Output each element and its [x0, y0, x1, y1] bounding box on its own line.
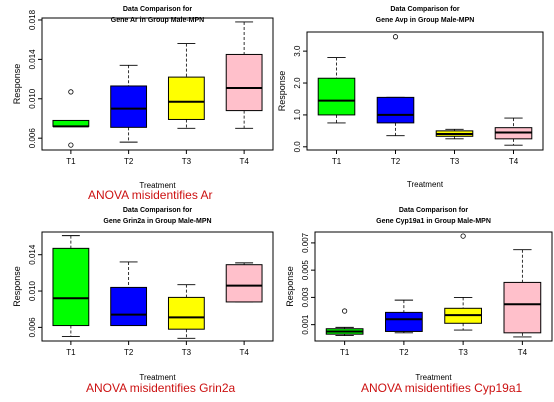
chart-svg-grin2a: Data Comparison for Gene Grin2a in Group … — [12, 207, 274, 382]
plot-frame — [41, 231, 274, 342]
y-tick-label: 1.0 — [293, 109, 302, 121]
y-tick-label: 0.018 — [28, 9, 37, 30]
outlier-point — [342, 308, 348, 314]
chart-panel-cyp19a1: Data Comparison for Gene Cyp19a1 in Group… — [277, 201, 554, 402]
outlier-point — [68, 89, 74, 95]
outlier-point — [68, 142, 74, 148]
x-axis-label: Treatment — [139, 181, 176, 190]
chart-panel-ar: Data Comparison for Gene Ar in Group Male… — [0, 0, 277, 202]
box-t3 — [167, 296, 205, 330]
x-tick-label: T4 — [509, 157, 519, 166]
x-tick-label: T4 — [518, 348, 528, 357]
x-tick-label: T1 — [66, 157, 76, 166]
y-tick-label: 0.014 — [28, 244, 37, 265]
y-tick-label: 0.005 — [301, 260, 310, 281]
chart-svg-cyp19a1: Data Comparison for Gene Cyp19a1 in Group… — [285, 207, 553, 382]
chart-caption-grin2a: ANOVA misidentifies Grin2a — [86, 381, 236, 395]
y-tick-label: 0.007 — [301, 232, 310, 253]
box-t1 — [317, 77, 356, 116]
chart-subtitle: Gene Ar in Group Male-MPN — [111, 17, 204, 24]
y-axis-label: Response — [285, 266, 295, 307]
chart-svg-avp: Data Comparison for Gene Avp in Group Mal… — [277, 6, 544, 189]
x-tick-label: T3 — [458, 348, 468, 357]
y-tick-label: 0.010 — [28, 88, 37, 109]
chart-title: Data Comparison for — [123, 6, 193, 13]
box-t2 — [110, 85, 148, 128]
x-axis-label: Treatment — [139, 373, 176, 382]
chart-svg-ar: Data Comparison for Gene Ar in Group Male… — [12, 6, 274, 190]
chart-caption-cyp19a1: ANOVA misidentifies Cyp19a1 — [361, 381, 523, 395]
outlier-point — [460, 233, 466, 239]
chart-panel-grin2a: Data Comparison for Gene Grin2a in Group … — [0, 201, 277, 402]
y-tick-label: 3.0 — [293, 45, 302, 57]
chart-caption-ar: ANOVA misidentifies Ar — [88, 188, 213, 202]
outlier-point — [392, 34, 399, 40]
x-tick-label: T1 — [332, 157, 342, 166]
x-tick-label: T2 — [399, 348, 409, 357]
y-axis-label: Response — [12, 266, 22, 307]
chart-panel-avp: Data Comparison for Gene Avp in Group Mal… — [277, 0, 554, 201]
x-tick-label: T4 — [239, 348, 249, 357]
x-tick-label: T3 — [450, 157, 460, 166]
x-tick-label: T2 — [124, 157, 134, 166]
y-tick-label: 0.003 — [301, 287, 310, 308]
plot-frame — [41, 17, 274, 151]
y-tick-label: 0.014 — [28, 49, 37, 70]
chart-title: Data Comparison for — [123, 207, 193, 214]
y-tick-label: 0.0 — [293, 141, 302, 153]
chart-subtitle: Gene Grin2a in Group Male-MPN — [103, 218, 211, 225]
y-tick-label: 0.010 — [28, 280, 37, 301]
y-axis-label: Response — [277, 71, 287, 112]
box-t4 — [225, 264, 263, 303]
chart-subtitle: Gene Avp in Group Male-MPN — [376, 17, 475, 24]
chart-title: Data Comparison for — [399, 207, 469, 214]
box-t2 — [376, 96, 415, 124]
x-tick-label: T1 — [66, 348, 76, 357]
x-tick-label: T3 — [182, 157, 192, 166]
box-t4 — [225, 53, 263, 112]
x-axis-label: Treatment — [415, 373, 452, 382]
box-t4 — [503, 281, 542, 334]
plot-frame — [306, 31, 544, 151]
chart-title: Data Comparison for — [390, 6, 460, 13]
chart-subtitle: Gene Cyp19a1 in Group Male-MPN — [376, 218, 491, 225]
box-t3 — [167, 76, 205, 120]
x-tick-label: T4 — [239, 157, 249, 166]
x-tick-label: T1 — [340, 348, 350, 357]
y-tick-label: 0.006 — [28, 317, 37, 338]
x-axis-label: Treatment — [407, 180, 444, 189]
x-tick-label: T2 — [124, 348, 134, 357]
box-t2 — [385, 311, 423, 332]
y-tick-label: 0.006 — [28, 128, 37, 149]
y-axis-label: Response — [12, 64, 22, 105]
y-tick-label: 2.0 — [293, 77, 302, 89]
y-tick-label: 0.001 — [301, 314, 310, 335]
box-t2 — [110, 286, 148, 327]
x-tick-label: T3 — [182, 348, 192, 357]
x-tick-label: T2 — [391, 157, 401, 166]
box-t1 — [52, 247, 90, 327]
plot-frame — [314, 231, 553, 342]
